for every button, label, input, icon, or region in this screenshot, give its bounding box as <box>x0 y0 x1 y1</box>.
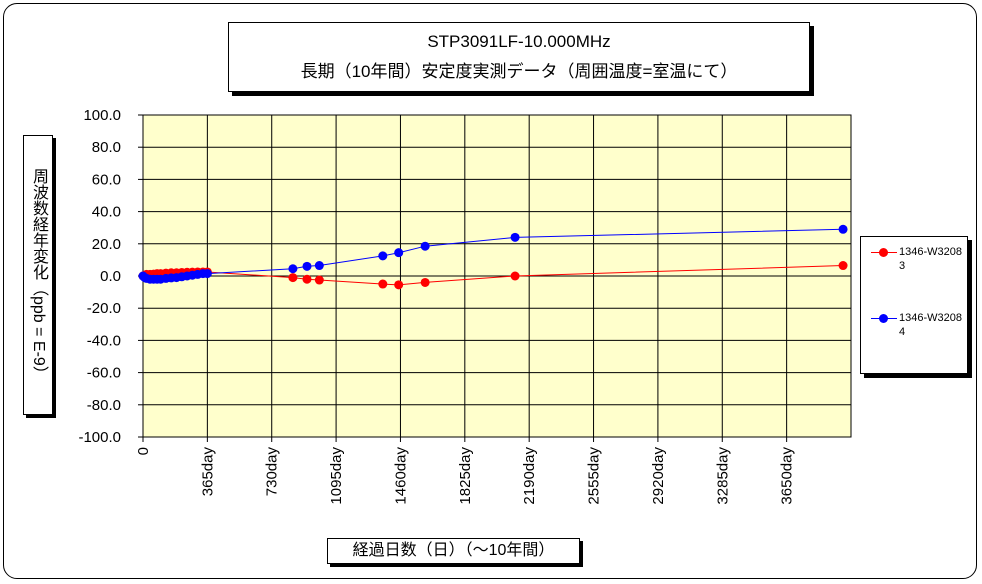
x-tick-label-8: 2920day <box>650 447 667 505</box>
y-tick-label-5: 0.0 <box>100 268 121 285</box>
chart-subtitle: 長期（10年間）安定度実測データ（周囲温度=室温にて） <box>300 62 738 81</box>
data-point-s1-18 <box>314 275 324 285</box>
x-tick-label-10: 3650day <box>779 447 796 505</box>
x-axis-label: 経過日数（日）（～10年間） <box>327 538 580 564</box>
data-point-s2-17 <box>302 261 312 271</box>
y-tick-label-0: 100.0 <box>83 107 121 124</box>
y-axis-label: 周波数経年変化（ppb = E-9） <box>30 168 47 382</box>
data-point-s1-23 <box>838 261 848 271</box>
data-point-s2-20 <box>394 248 404 258</box>
data-point-s1-19 <box>378 279 388 289</box>
y-tick-label-1: 80.0 <box>92 139 121 156</box>
legend-marker-series-2 <box>879 314 888 323</box>
x-tick-label-4: 1460day <box>392 447 409 505</box>
y-tick-label-3: 40.0 <box>92 204 121 221</box>
data-point-s2-18 <box>314 261 324 271</box>
y-tick-label-2: 60.0 <box>92 171 121 188</box>
legend-marker-series-1 <box>879 248 888 257</box>
x-tick-label-0: 0 <box>135 447 152 455</box>
chart-title-box: STP3091LF-10.000MHz 長期（10年間）安定度実測データ（周囲温… <box>228 22 810 92</box>
x-tick-label-2: 730day <box>264 447 281 497</box>
chart-title: STP3091LF-10.000MHz <box>427 32 611 51</box>
y-tick-label-6: -20.0 <box>87 300 121 317</box>
y-tick-label-4: 20.0 <box>92 236 121 253</box>
legend-label-series-1: 1346-W32083 <box>899 246 962 272</box>
x-tick-label-1: 365day <box>199 447 216 497</box>
x-tick-label-5: 1825day <box>457 447 474 505</box>
y-axis-ticks: 100.0 80.0 60.0 40.0 20.0 0.0 -20.0 -40.0 -60.0 -… <box>78 107 143 446</box>
y-tick-label-8: -60.0 <box>87 365 121 382</box>
legend-item-series-2: 1346-W32084 <box>861 309 967 343</box>
data-point-s2-19 <box>378 251 388 261</box>
legend-label-series-2: 1346-W32084 <box>899 312 962 338</box>
series-layer <box>138 224 848 290</box>
x-tick-label-6: 2190day <box>521 447 538 505</box>
x-tick-label-7: 2555day <box>586 447 603 505</box>
data-point-s1-21 <box>420 277 430 287</box>
y-tick-label-7: -40.0 <box>87 332 121 349</box>
data-point-s1-17 <box>302 274 312 284</box>
legend-item-series-1: 1346-W32083 <box>861 243 967 277</box>
data-point-s1-20 <box>394 280 404 290</box>
legend: 1346-W32083 1346-W32084 <box>860 236 968 374</box>
x-tick-label-3: 1095day <box>328 447 345 505</box>
data-point-s2-21 <box>420 241 430 251</box>
y-tick-label-10: -100.0 <box>78 429 121 446</box>
x-axis-ticks: 0 365day 730day 1095day 1460day 1825day 2190da… <box>135 437 796 505</box>
data-point-s2-23 <box>838 224 848 234</box>
data-point-s2-16 <box>288 264 298 274</box>
data-point-s1-22 <box>510 271 520 281</box>
series-2 <box>138 224 848 284</box>
x-tick-label-9: 3285day <box>714 447 731 505</box>
y-tick-label-9: -80.0 <box>87 397 121 414</box>
series-1 <box>138 261 848 290</box>
data-point-s1-16 <box>288 273 298 283</box>
data-point-s2-15 <box>202 269 212 279</box>
y-axis-label-box: 周波数経年変化（ppb = E-9） <box>23 135 53 415</box>
data-point-s2-22 <box>510 232 520 242</box>
